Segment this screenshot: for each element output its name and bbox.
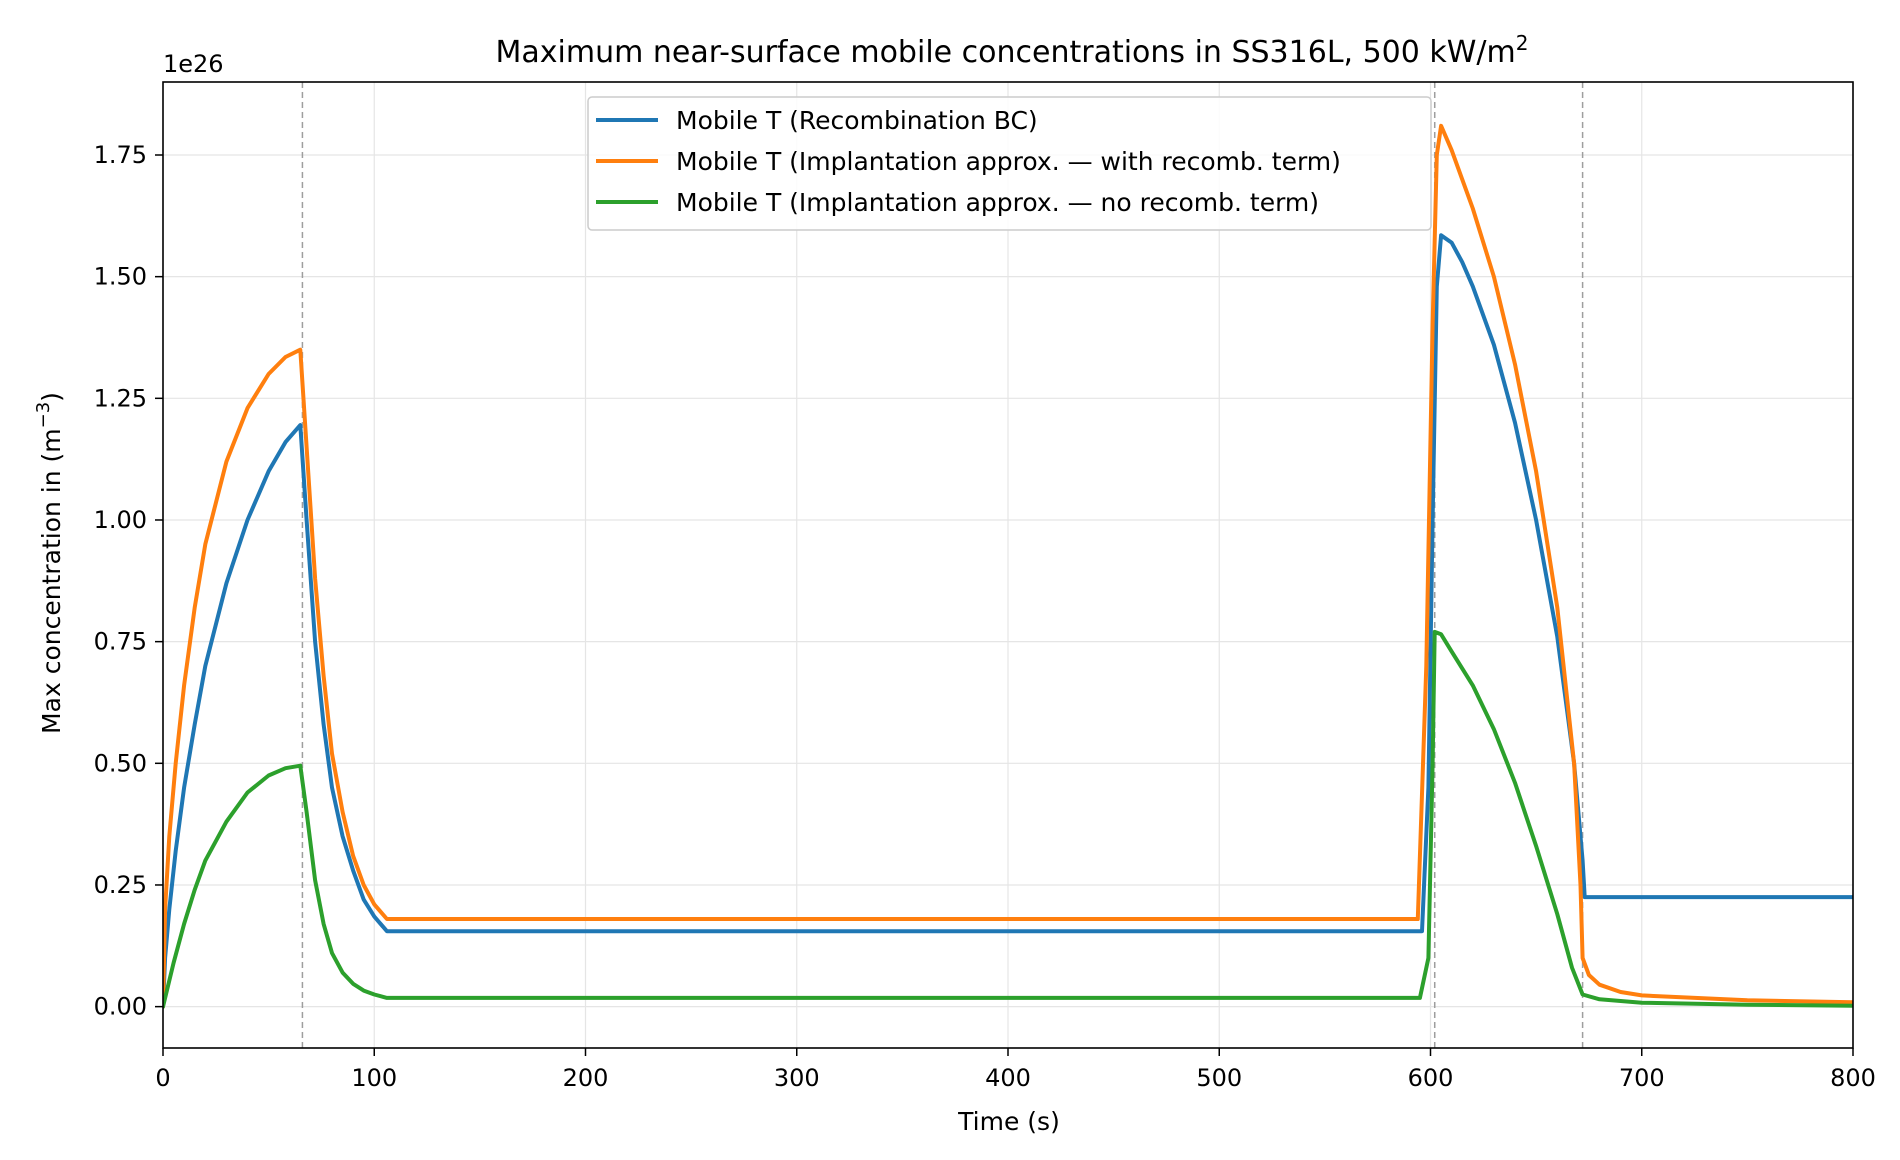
y-offset-text: 1e26 <box>163 50 224 78</box>
x-tick-label: 300 <box>774 1064 820 1092</box>
chart-title: Maximum near-surface mobile concentratio… <box>496 31 1529 70</box>
legend-box <box>587 96 1432 231</box>
y-tick-label: 1.25 <box>94 384 147 412</box>
y-tick-label: 1.75 <box>94 141 147 169</box>
y-axis-label-text: Max concentration in (m <box>37 428 66 734</box>
x-tick-label: 600 <box>1408 1064 1454 1092</box>
x-tick-label: 700 <box>1619 1064 1665 1092</box>
x-tick-label: 100 <box>351 1064 397 1092</box>
chart-title-superscript: 2 <box>1516 31 1529 55</box>
y-axis-ticks: 0.00 0.25 0.50 0.75 1.00 1.25 1.50 1.75 <box>94 141 163 1021</box>
y-tick-label: 0.75 <box>94 628 147 656</box>
y-tick-label: 0.50 <box>94 749 147 777</box>
legend: Mobile T (Recombination BC) Mobile T (Im… <box>587 96 1432 231</box>
y-tick-label: 0.25 <box>94 871 147 899</box>
x-axis-label: Time (s) <box>957 1107 1060 1136</box>
x-tick-label: 400 <box>985 1064 1031 1092</box>
y-axis-label-suffix: ) <box>37 392 66 402</box>
x-tick-label: 200 <box>563 1064 609 1092</box>
x-tick-label: 800 <box>1830 1064 1876 1092</box>
chart-title-text: Maximum near-surface mobile concentratio… <box>496 35 1516 70</box>
y-tick-label: 1.50 <box>94 263 147 291</box>
y-axis-label-superscript: −3 <box>33 402 54 429</box>
legend-label-implantation-no-recomb: Mobile T (Implantation approx. — no reco… <box>676 188 1319 217</box>
y-axis-label: Max concentration in (m−3) <box>33 392 66 734</box>
y-tick-label: 0.00 <box>94 993 147 1021</box>
series-line-2 <box>163 629 1853 1009</box>
legend-label-recombination-bc: Mobile T (Recombination BC) <box>676 106 1038 135</box>
x-axis-ticks: 0 100 200 300 400 500 600 700 800 <box>155 1048 1876 1092</box>
x-tick-label: 0 <box>155 1064 170 1092</box>
series-line-0 <box>163 233 1853 1009</box>
y-tick-label: 1.00 <box>94 506 147 534</box>
legend-label-implantation-with-recomb: Mobile T (Implantation approx. — with re… <box>676 147 1341 176</box>
x-tick-label: 500 <box>1196 1064 1242 1092</box>
plot-area <box>163 123 1853 1009</box>
series-line-1 <box>163 123 1853 1009</box>
